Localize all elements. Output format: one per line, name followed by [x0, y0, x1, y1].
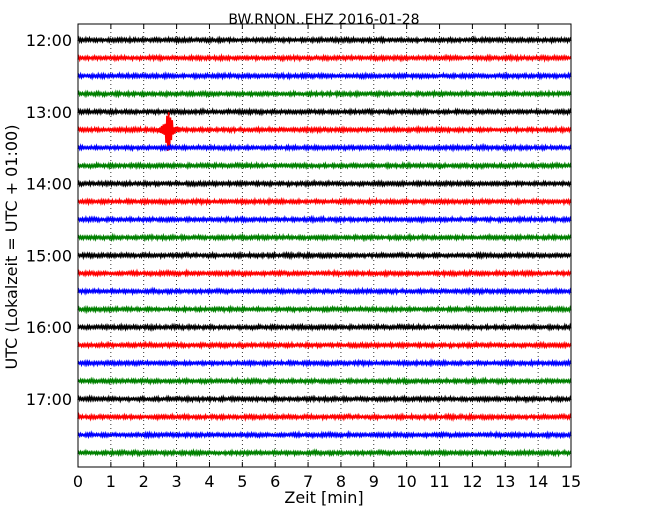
- trace-line: [77, 214, 572, 225]
- trace-line: [77, 178, 572, 189]
- x-tick-label: 6: [270, 472, 280, 491]
- x-tick-label: 4: [204, 472, 214, 491]
- x-tick-label: 5: [237, 472, 247, 491]
- trace-line: [77, 196, 572, 207]
- trace-line: [77, 112, 572, 151]
- trace-line: [77, 394, 572, 404]
- trace-line: [77, 411, 572, 422]
- trace-line: [77, 88, 572, 99]
- y-tick-label: 16:00: [26, 318, 72, 337]
- trace-line: [77, 304, 572, 315]
- trace-line: [77, 358, 572, 368]
- x-tick-label: 2: [139, 472, 149, 491]
- x-tick-label: 7: [303, 472, 313, 491]
- trace-line: [77, 429, 572, 440]
- x-tick-label: 9: [369, 472, 379, 491]
- plot-frame: [77, 23, 572, 468]
- trace-line: [77, 447, 572, 458]
- trace-line: [77, 268, 572, 279]
- trace-line: [77, 250, 572, 261]
- chart-title: BW.RNON..EHZ 2016-01-28: [228, 12, 419, 28]
- y-axis: 12:00 13:00 14:00 15:00 16:00 17:00: [26, 31, 571, 409]
- y-tick-label: 13:00: [26, 103, 72, 122]
- x-axis: 0 1 2 3 4 5 6 7 8 9 10 11 12 13 14 15: [73, 24, 581, 491]
- y-tick-label: 14:00: [26, 175, 72, 194]
- trace-line: [77, 71, 572, 81]
- trace-line: [77, 286, 572, 297]
- x-tick-label: 1: [106, 472, 116, 491]
- y-tick-label: 12:00: [26, 31, 72, 50]
- trace-line: [77, 142, 572, 153]
- trace-group: [77, 34, 572, 458]
- trace-line: [77, 34, 572, 45]
- trace-line: [77, 232, 572, 243]
- x-tick-label: 8: [336, 472, 346, 491]
- x-tick-label: 0: [73, 472, 83, 491]
- trace-line: [77, 160, 572, 171]
- trace-line: [77, 53, 572, 63]
- x-tick-label: 15: [561, 472, 581, 491]
- y-axis-label: UTC (Lokalzeit = UTC + 01:00): [2, 125, 21, 370]
- x-tick-label: 11: [429, 472, 449, 491]
- x-axis-label: Zeit [min]: [284, 488, 363, 507]
- trace-line: [77, 322, 572, 332]
- x-tick-label: 14: [528, 472, 548, 491]
- y-tick-label: 15:00: [26, 246, 72, 265]
- y-tick-label: 17:00: [26, 390, 72, 409]
- x-tick-label: 3: [172, 472, 182, 491]
- x-tick-label: 13: [495, 472, 515, 491]
- x-tick-label: 12: [462, 472, 482, 491]
- trace-line: [77, 340, 572, 350]
- x-tick-label: 10: [396, 472, 416, 491]
- trace-line: [77, 376, 572, 386]
- trace-line: [77, 107, 572, 117]
